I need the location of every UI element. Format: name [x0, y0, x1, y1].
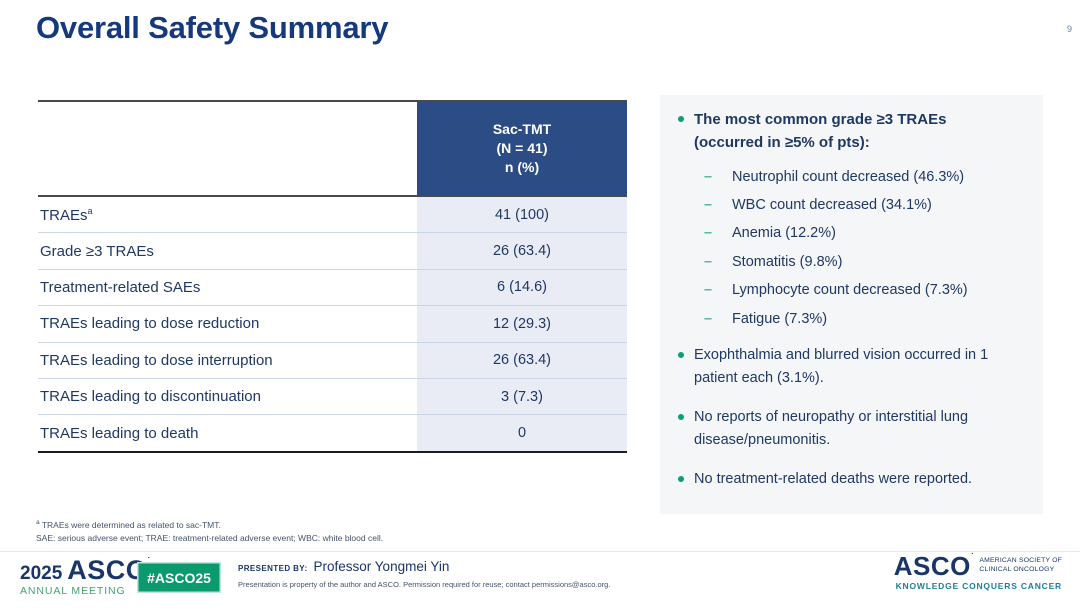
row-label: TRAEs leading to dose interruption [40, 351, 273, 369]
bullet-text: The most common grade ≥3 TRAEs (occurred… [694, 111, 947, 152]
row-label: Treatment-related SAEs [40, 278, 201, 296]
header-n: (N = 41) [496, 140, 548, 157]
presenter-name: Professor Yongmei Yin [313, 559, 450, 574]
page-title: Overall Safety Summary [36, 10, 389, 45]
table-row: Grade ≥3 TRAEs 26 (63.4) [38, 233, 627, 270]
sub-bullet-item: – Lymphocyte count decreased (7.3%) [704, 280, 1025, 301]
sub-bullet-text: WBC count decreased (34.1%) [732, 196, 932, 213]
asco-society-logo: ASCO˙ AMERICAN SOCIETY OF CLINICAL ONCOL… [893, 551, 1062, 592]
bullet-item: No reports of neuropathy or interstitial… [678, 406, 1025, 451]
presented-by-block: PRESENTED BY: Professor Yongmei Yin Pres… [238, 559, 610, 589]
header-units: n (%) [504, 158, 540, 175]
logo-year: 2025 [20, 563, 63, 584]
annual-meeting-label: ANNUAL MEETING [20, 585, 126, 597]
asco-wordmark: ASCO˙ [67, 555, 151, 585]
society-name: AMERICAN SOCIETY OF CLINICAL ONCOLOGY [979, 557, 1062, 575]
safety-summary-table: Sac-TMT (N = 41) n (%) TRAEsa 41 (100) G… [38, 100, 627, 453]
dash-icon: – [704, 196, 713, 213]
table-row: TRAEs leading to death 0 [38, 415, 627, 451]
asco-2025-logo: 2025 ASCO˙ ANNUAL MEETING [20, 557, 151, 598]
row-label: TRAEs leading to discontinuation [40, 388, 261, 406]
row-value: 26 (63.4) [417, 233, 627, 269]
header-drug-name: Sac-TMT [492, 121, 552, 138]
footer-divider [0, 551, 1080, 552]
presented-by-label: PRESENTED BY: [238, 564, 308, 573]
row-label: Grade ≥3 TRAEs [40, 242, 154, 260]
row-label: TRAEs leading to death [40, 424, 199, 442]
trademark-dot-icon: ˙ [970, 552, 975, 562]
bullet-text: Exophthalmia and blurred vision occurred… [694, 347, 989, 386]
sub-bullet-item: – WBC count decreased (34.1%) [704, 195, 1025, 216]
bullet-item: Exophthalmia and blurred vision occurred… [678, 344, 1025, 389]
table-row: Treatment-related SAEs 6 (14.6) [38, 269, 627, 307]
row-value: 26 (63.4) [417, 342, 627, 378]
bullet-item: The most common grade ≥3 TRAEs (occurred… [678, 108, 1025, 155]
table-row: TRAEs leading to dose interruption 26 (6… [38, 342, 627, 379]
asco-society-logo-row: ASCO˙ AMERICAN SOCIETY OF CLINICAL ONCOL… [893, 551, 1062, 581]
footnote-line-2: SAE: serious adverse event; TRAE: treatm… [36, 533, 384, 543]
asco-tagline: KNOWLEDGE CONQUERS CANCER [895, 581, 1062, 591]
society-line-1: AMERICAN SOCIETY OF [979, 557, 1062, 565]
footnote-text: TRAEs were determined as related to sac-… [41, 519, 221, 530]
row-value: 41 (100) [417, 197, 627, 233]
footnotes: a TRAEs were determined as related to sa… [36, 518, 383, 545]
footnote-marker: a [87, 205, 93, 216]
bullet-dot-icon [678, 414, 684, 421]
dash-icon: – [704, 282, 713, 299]
bullet-text: No treatment-related deaths were reporte… [694, 471, 973, 488]
table-row: TRAEs leading to dose reduction 12 (29.3… [38, 306, 627, 343]
row-value: 0 [417, 415, 627, 451]
sub-bullet-text: Anemia (12.2%) [732, 225, 836, 242]
bullet-dot-icon [678, 476, 684, 483]
bullet-item: No treatment-related deaths were reporte… [678, 468, 1025, 490]
bullet-dot-icon [678, 116, 684, 122]
table-header-cell: Sac-TMT (N = 41) n (%) [417, 102, 627, 195]
sub-bullet-item: – Anemia (12.2%) [704, 223, 1025, 244]
bullet-dot-icon [678, 352, 684, 359]
sub-bullet-text: Stomatitis (9.8%) [732, 253, 843, 270]
row-value: 6 (14.6) [417, 269, 627, 306]
table-row: TRAEs leading to discontinuation 3 (7.3) [38, 378, 627, 416]
dash-icon: – [704, 253, 713, 270]
table-row: TRAEsa 41 (100) [38, 197, 627, 234]
sub-bullet-text: Lymphocyte count decreased (7.3%) [732, 282, 968, 299]
row-label: TRAEsa [38, 206, 417, 224]
row-label-text: TRAEs [40, 206, 88, 224]
sub-bullet-item: – Fatigue (7.3%) [704, 309, 1025, 330]
table-header-empty-cell [38, 102, 417, 195]
sub-bullet-text: Fatigue (7.3%) [732, 310, 828, 327]
dash-icon: – [704, 225, 713, 242]
footnote-marker: a [36, 519, 40, 526]
table-header-row: Sac-TMT (N = 41) n (%) [38, 102, 627, 197]
presented-by-row: PRESENTED BY: Professor Yongmei Yin [238, 559, 610, 574]
slide-page-number: 9 [1066, 24, 1072, 34]
society-line-2: CLINICAL ONCOLOGY [979, 566, 1055, 573]
sub-bullet-item: – Stomatitis (9.8%) [704, 252, 1025, 273]
bullet-text: No reports of neuropathy or interstitial… [694, 409, 969, 448]
key-findings-panel: The most common grade ≥3 TRAEs (occurred… [660, 95, 1043, 514]
asco-wordmark: ASCO˙ [893, 551, 975, 581]
sub-bullet-item: – Neutrophil count decreased (46.3%) [704, 167, 1025, 188]
hashtag-badge: #ASCO25 [137, 562, 221, 593]
row-label: TRAEs leading to dose reduction [40, 315, 260, 333]
dash-icon: – [704, 168, 713, 185]
sub-bullet-text: Neutrophil count decreased (46.3%) [732, 168, 965, 185]
dash-icon: – [704, 310, 713, 327]
sub-bullet-list: – Neutrophil count decreased (46.3%) – W… [704, 167, 1025, 331]
permission-disclaimer: Presentation is property of the author a… [238, 580, 611, 589]
row-value: 12 (29.3) [417, 306, 627, 342]
footnote-line-1: a TRAEs were determined as related to sa… [36, 518, 383, 532]
row-value: 3 (7.3) [417, 378, 627, 415]
asco-2025-logo-row: 2025 ASCO˙ [20, 557, 151, 585]
trademark-dot-icon: ˙ [147, 556, 151, 566]
